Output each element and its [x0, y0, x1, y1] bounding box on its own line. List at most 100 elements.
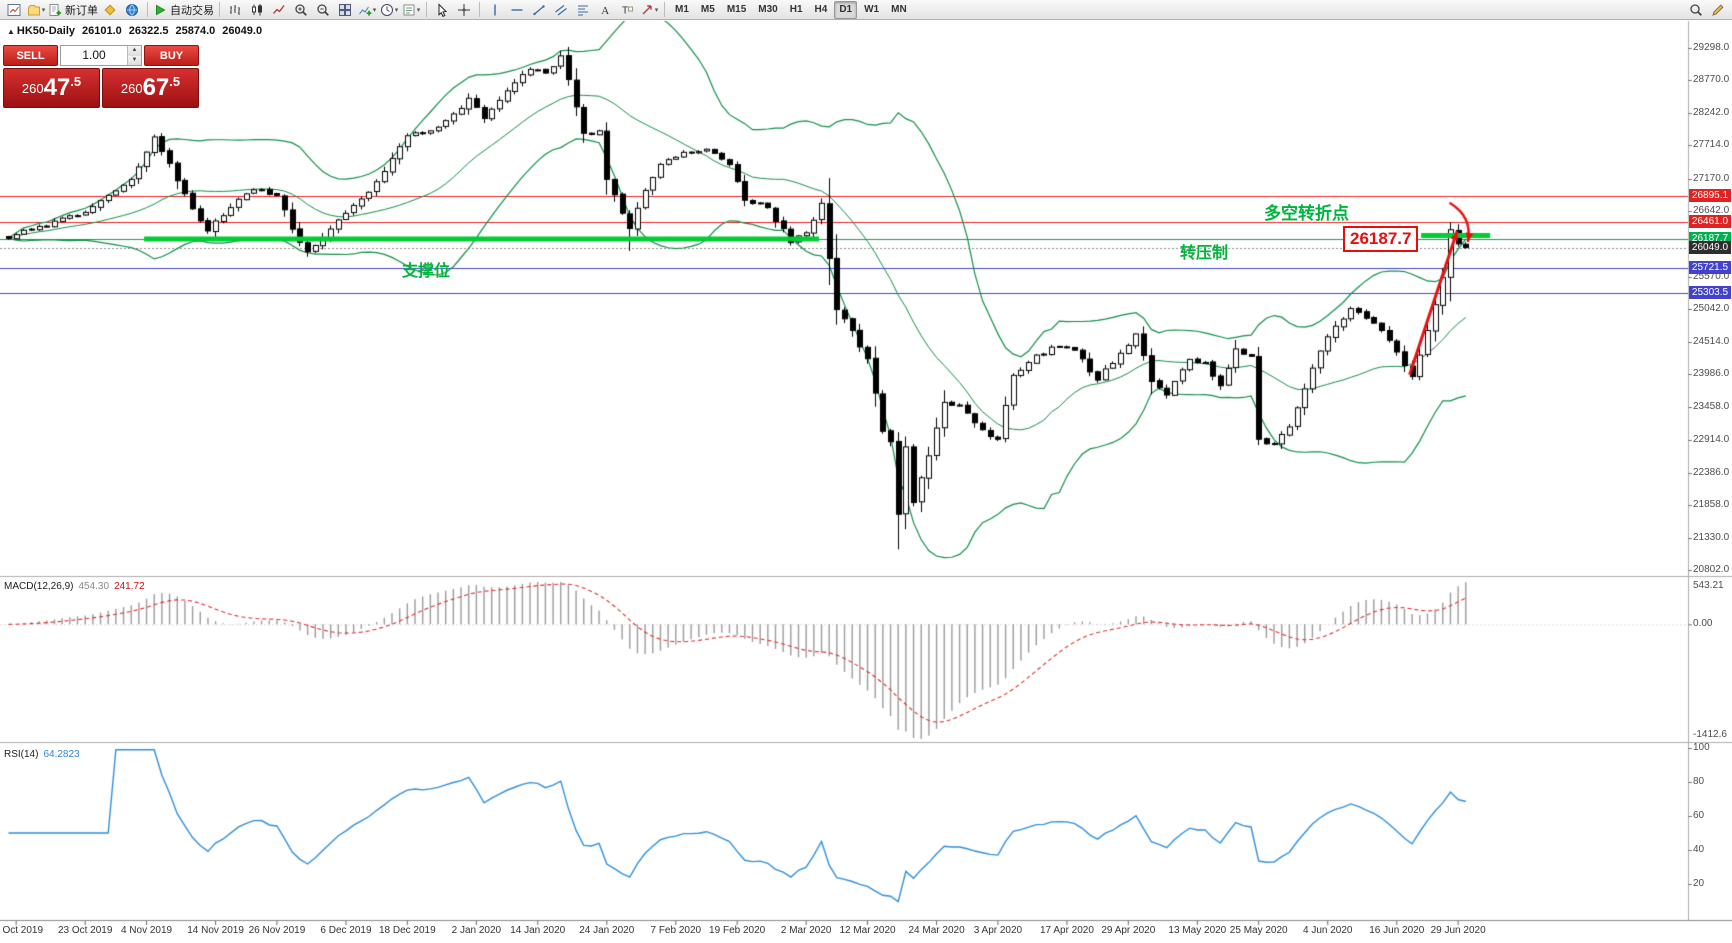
- autotrade-label: 自动交易: [170, 4, 214, 17]
- trendline-button[interactable]: [528, 0, 550, 20]
- date-axis-label: 11 Oct 2019: [0, 925, 44, 936]
- buy-button[interactable]: BUY: [144, 45, 199, 66]
- zoom-in-button[interactable]: [290, 0, 312, 20]
- date-axis-label: 12 Mar 2020: [839, 925, 896, 936]
- price-scale-label: 25042.0: [1693, 303, 1730, 315]
- timeframe-m1-button[interactable]: M1: [675, 3, 689, 15]
- rsi-scale-label: 80: [1693, 776, 1705, 787]
- one-click-trading-panel: SELL 1.00 ▲ ▼ BUY 260 47.5 260 67.5: [3, 45, 199, 108]
- svg-text:T: T: [622, 5, 628, 16]
- search-icon: [1689, 3, 1703, 17]
- rsi-scale-label: 100: [1693, 742, 1710, 753]
- ohlc-open: 26101.0: [82, 25, 122, 37]
- metaeditor-icon: [103, 3, 117, 17]
- annotation-resistance[interactable]: 转压制: [1180, 245, 1229, 262]
- timeframe-h1-button[interactable]: H1: [789, 3, 803, 15]
- candles-chart-icon: [250, 3, 264, 17]
- price-badge: 26461.0: [1689, 215, 1731, 229]
- text-button[interactable]: A: [594, 0, 616, 20]
- date-axis-label: 16 Jun 2020: [1369, 925, 1425, 936]
- bars-chart-button[interactable]: [224, 0, 246, 20]
- macd-scale-label: 0.00: [1693, 618, 1713, 630]
- symbol-name: HK50-Daily: [16, 25, 75, 37]
- toolbar-separator: [219, 2, 220, 17]
- text-icon: A: [598, 3, 612, 17]
- price-scale-label: 22386.0: [1693, 466, 1730, 478]
- timeframe-m5-button[interactable]: M5: [700, 3, 715, 15]
- timeframe-w1-button[interactable]: W1: [864, 3, 880, 15]
- zoom-in-icon: [294, 3, 308, 17]
- line-chart-button[interactable]: [268, 0, 290, 20]
- vline-button[interactable]: [484, 0, 506, 20]
- line-chart-icon: [272, 3, 286, 17]
- rsi-scale-label: 60: [1693, 810, 1705, 821]
- periods-button[interactable]: ▾: [378, 0, 400, 20]
- zoom-out-button[interactable]: [312, 0, 334, 20]
- rsi-label: RSI(14) 64.2823: [4, 749, 80, 760]
- autotrade-icon: [153, 3, 167, 17]
- sell-button[interactable]: SELL: [3, 45, 58, 66]
- timeframe-d1-button[interactable]: D1: [834, 0, 858, 19]
- rsi-name: RSI(14): [4, 749, 39, 760]
- timeframe-h4-button[interactable]: H4: [814, 3, 828, 15]
- new-order-button[interactable]: 新订单: [47, 0, 99, 20]
- cursor-button[interactable]: [431, 0, 453, 20]
- tile-windows-button[interactable]: [334, 0, 356, 20]
- tile-windows-icon: [338, 3, 352, 17]
- price-digits: 260: [120, 80, 143, 96]
- new-chart-button[interactable]: [3, 0, 25, 20]
- hline-button[interactable]: [506, 0, 528, 20]
- chevron-down-icon: ▾: [41, 6, 46, 14]
- price-scale-label: 27170.0: [1693, 172, 1730, 184]
- autotrade-button[interactable]: 自动交易: [152, 0, 215, 20]
- bars-chart-icon: [228, 3, 242, 17]
- buy-price[interactable]: 260 67.5: [102, 68, 199, 108]
- chevron-down-icon: ▾: [654, 6, 659, 14]
- templates-button[interactable]: ▾: [400, 0, 422, 20]
- fibonacci-button[interactable]: [572, 0, 594, 20]
- rsi-value: 64.2823: [43, 749, 80, 760]
- profiles-button[interactable]: ▾: [25, 0, 47, 20]
- annotation-support[interactable]: 支撑位: [402, 263, 451, 280]
- volume-value[interactable]: 1.00: [82, 48, 106, 62]
- price-scale-label: 23986.0: [1693, 368, 1730, 380]
- candles-chart-button[interactable]: [246, 0, 268, 20]
- volume-down-button[interactable]: ▼: [128, 55, 141, 65]
- volume-up-button[interactable]: ▲: [128, 46, 141, 56]
- indicators-button[interactable]: ▾: [356, 0, 378, 20]
- annotation-turning-point[interactable]: 多空转折点: [1264, 204, 1349, 223]
- text-label-button[interactable]: T: [616, 0, 638, 20]
- crosshair-button[interactable]: [453, 0, 475, 20]
- volume-input[interactable]: 1.00 ▲ ▼: [60, 45, 142, 66]
- channel-icon: [554, 3, 568, 17]
- timeframe-mn-button[interactable]: MN: [891, 3, 907, 15]
- date-axis-label: 3 Apr 2020: [973, 925, 1023, 936]
- timeframe-m15-button[interactable]: M15: [726, 3, 747, 15]
- channel-button[interactable]: [550, 0, 572, 20]
- new-order-label: 新订单: [65, 4, 98, 17]
- date-axis-label: 2 Jan 2020: [451, 925, 502, 936]
- toolbar-separator: [147, 2, 148, 17]
- arrows-tool-button[interactable]: ▾: [638, 0, 660, 20]
- rsi-scale-label: 20: [1693, 878, 1705, 889]
- quick-edit-button[interactable]: [1707, 0, 1729, 20]
- price-scale-label: 29298.0: [1693, 42, 1730, 53]
- vline-icon: [488, 3, 502, 17]
- sell-price[interactable]: 260 47.5: [3, 68, 100, 108]
- annotation-level-box[interactable]: 26187.7: [1343, 226, 1419, 252]
- price-badge: 26895.1: [1689, 188, 1731, 202]
- price-scale-label: 22914.0: [1693, 434, 1730, 446]
- metaeditor-button[interactable]: [99, 0, 121, 20]
- date-axis-label: 23 Oct 2019: [57, 925, 113, 936]
- trendline-icon: [532, 3, 546, 17]
- search-button[interactable]: [1685, 0, 1707, 20]
- date-axis-label: 18 Dec 2019: [378, 925, 436, 936]
- community-button[interactable]: [121, 0, 143, 20]
- timeframe-m30-button[interactable]: M30: [758, 3, 778, 15]
- date-axis-label: 24 Mar 2020: [908, 925, 965, 936]
- text-label-icon: T: [620, 3, 634, 17]
- price-digits: 260: [21, 80, 44, 96]
- toolbar: ▾ 新订单 自动交易 ▾ ▾ ▾ A T ▾ M1 M5 M15 M30 H1 H4 D1 W1 MN: [0, 0, 1732, 20]
- macd-scale-label: -1412.6: [1693, 729, 1727, 740]
